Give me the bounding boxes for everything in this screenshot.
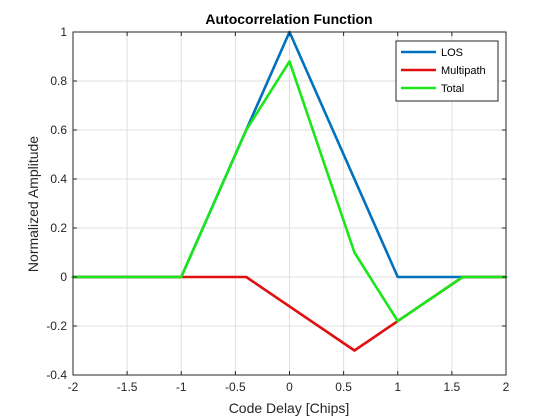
y-tick-label: 0.4 — [50, 172, 67, 186]
y-axis-label: Normalized Amplitude — [25, 136, 41, 272]
legend-label-multipath: Multipath — [441, 65, 486, 77]
y-tick-label: 0.8 — [50, 74, 67, 88]
legend: LOS Multipath Total — [395, 40, 499, 102]
y-tick-label: -0.2 — [46, 319, 67, 333]
x-tick-label: 1 — [394, 380, 401, 394]
legend-label-los: LOS — [441, 47, 463, 59]
y-tick-label: 0.2 — [50, 221, 67, 235]
x-tick-label: -1 — [176, 380, 187, 394]
legend-label-total: Total — [441, 83, 464, 95]
x-tick-label: 2 — [503, 380, 510, 394]
chart-title: Autocorrelation Function — [205, 11, 372, 27]
x-tick-label: -2 — [68, 380, 79, 394]
x-tick-label: 0 — [286, 380, 293, 394]
x-axis-label: Code Delay [Chips] — [229, 400, 350, 416]
x-tick-label: -1.5 — [117, 380, 138, 394]
x-axis-ticks: -2 -1.5 -1 -0.5 0 0.5 1 1.5 2 — [68, 32, 510, 394]
y-axis-ticks: -0.4 -0.2 0 0.2 0.4 0.6 0.8 1 — [46, 25, 506, 382]
y-tick-label: 0.6 — [50, 123, 67, 137]
x-tick-label: 1.5 — [444, 380, 461, 394]
series-line-total — [71, 60, 508, 323]
x-tick-label: -0.5 — [225, 380, 246, 394]
y-tick-label: 1 — [60, 25, 67, 39]
y-tick-label: 0 — [60, 270, 67, 284]
y-tick-label: -0.4 — [46, 368, 67, 382]
x-tick-label: 0.5 — [335, 380, 352, 394]
